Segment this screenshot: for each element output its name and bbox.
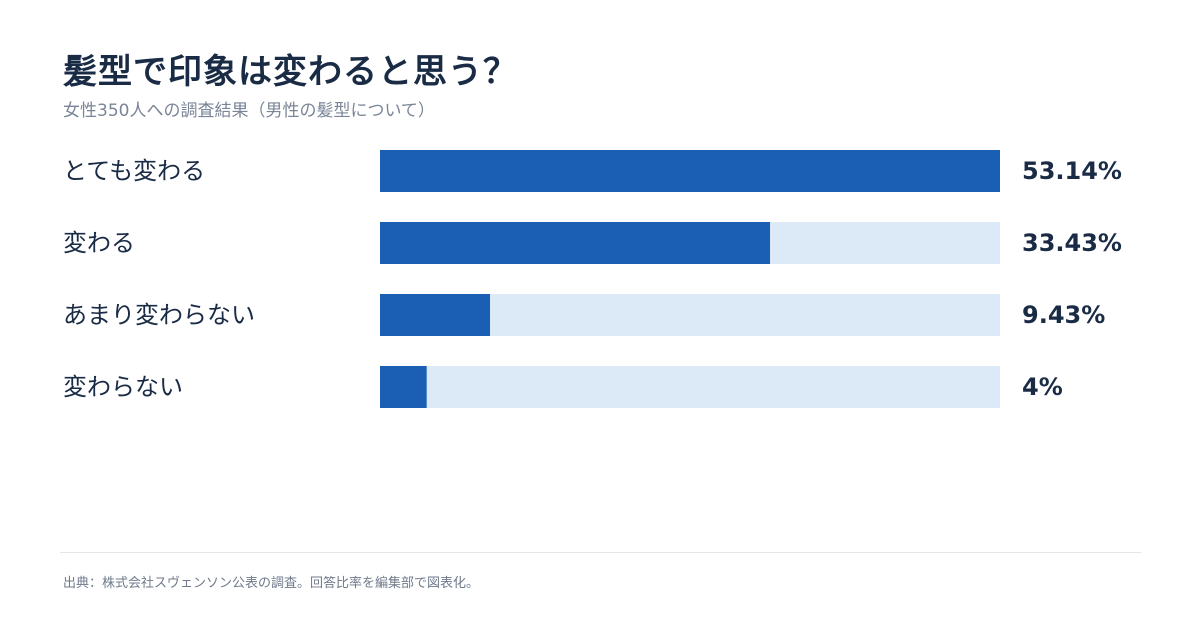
chart-title: 髪型で印象は変わると思う？ [63, 52, 518, 92]
bar [380, 150, 1000, 192]
bar-row: あまり変わらない 9.43% [63, 294, 1105, 336]
bar-track [380, 366, 1000, 408]
bar-row: 変わる 33.43% [63, 222, 1122, 264]
value-label: 33.43% [1022, 229, 1122, 257]
category-label: とても変わる [63, 157, 205, 185]
bar-row: とても変わる 53.14% [63, 150, 1122, 192]
category-label: あまり変わらない [63, 301, 255, 329]
bar-row: 変わらない 4% [63, 366, 1063, 408]
source-note: 出典：株式会社スヴェンソン公表の調査。回答比率を編集部で図表化。 [63, 576, 480, 591]
footer-divider [60, 552, 1141, 553]
bar [380, 366, 427, 408]
bar [380, 222, 771, 264]
category-label: 変わらない [63, 373, 183, 401]
value-label: 9.43% [1022, 301, 1105, 329]
category-label: 変わる [63, 229, 135, 257]
value-label: 53.14% [1022, 157, 1122, 185]
bar [380, 294, 491, 336]
chart-subtitle: 女性350人への調査結果（男性の髪型について） [63, 101, 435, 121]
value-label: 4% [1022, 373, 1063, 401]
